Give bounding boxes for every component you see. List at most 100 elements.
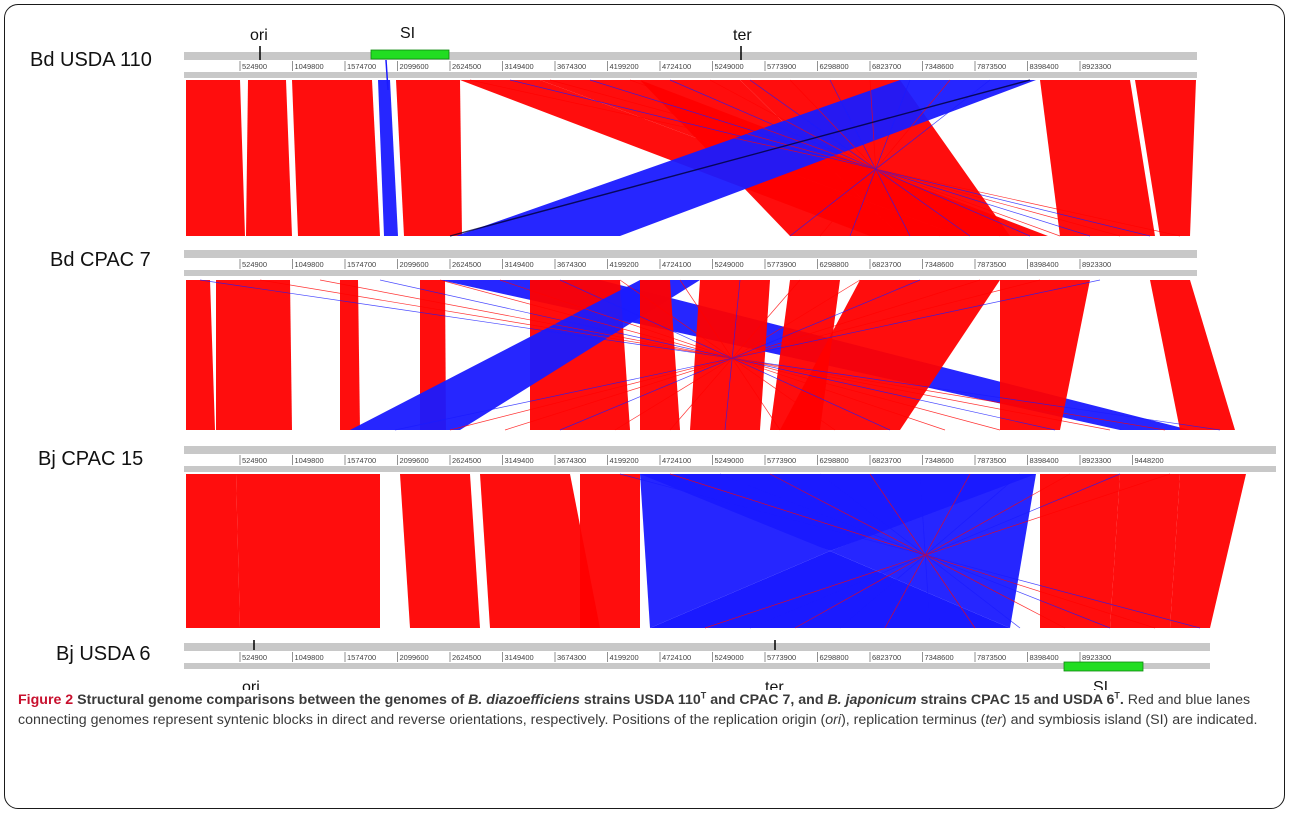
link-p3-5 — [869, 473, 976, 629]
tick-label-1-9: 5249000 — [715, 62, 744, 71]
caption-ori: ori — [825, 712, 842, 728]
ori-marker-top-label: ori — [250, 27, 268, 44]
tick-label-4-2: 1574700 — [347, 653, 376, 662]
link-p2-2 — [319, 279, 1111, 431]
tick-label-3-0: 524900 — [242, 456, 267, 465]
tick-label-4-15: 8398400 — [1030, 653, 1059, 662]
link-p1-4 — [629, 79, 1061, 237]
tick-label-4-16: 8923300 — [1082, 653, 1111, 662]
band-p3-cross-bottom — [650, 551, 1010, 628]
band-p1-k — [1040, 80, 1155, 236]
tick-label-2-15: 8398400 — [1030, 260, 1059, 269]
caption-ter: ter — [985, 712, 1002, 728]
caption-body-3: ) and symbiosis island (SI) are indicate… — [1001, 712, 1258, 728]
caption-title-3: and CPAC 7, and — [706, 692, 828, 708]
tick-label-4-0: 524900 — [242, 653, 267, 662]
tick-label-1-0: 524900 — [242, 62, 267, 71]
caption-species-1: B. diazoefficiens — [468, 692, 580, 708]
si-marker-bottom-label: SI — [1093, 679, 1108, 690]
band-p3-a — [186, 474, 240, 628]
tick-label-4-14: 7873500 — [977, 653, 1006, 662]
link-p2-10 — [669, 279, 801, 431]
track-bar-lower-4 — [184, 663, 1210, 669]
tick-label-1-1: 1049800 — [295, 62, 324, 71]
tick-label-2-13: 7348600 — [925, 260, 954, 269]
band-p1-j — [456, 80, 1036, 236]
tick-label-1-7: 4199200 — [610, 62, 639, 71]
genome-track-1: 524900 1049800 1574700 2099600 2624500 314940… — [184, 52, 1197, 78]
tick-label-2-2: 1574700 — [347, 260, 376, 269]
caption-title-4: strains CPAC 15 and USDA 6 — [916, 692, 1115, 708]
tick-label-2-1: 1049800 — [295, 260, 324, 269]
genome-label-1: Bd USDA 110 — [30, 49, 152, 71]
tick-label-3-6: 3674300 — [557, 456, 586, 465]
tick-label-3-7: 4199200 — [610, 456, 639, 465]
link-p2-0 — [199, 279, 1221, 431]
track-bar-lower-1 — [184, 72, 1197, 78]
band-p1-b — [246, 80, 292, 236]
figure-caption: Figure 2 Structural genome comparisons b… — [18, 690, 1273, 730]
tick-label-1-11: 6298800 — [820, 62, 849, 71]
caption-species-2: B. japonicum — [827, 692, 917, 708]
caption-title-2: strains USDA 110 — [579, 692, 701, 708]
caption-sup-2: T — [1114, 690, 1120, 701]
link-p3-9 — [794, 473, 1071, 629]
tick-label-3-11: 6298800 — [820, 456, 849, 465]
tick-label-4-4: 2624500 — [452, 653, 481, 662]
link-p1-7 — [749, 79, 971, 237]
link-p3-7 — [884, 473, 971, 629]
link-p2-1 — [259, 279, 1166, 431]
band-p3-f — [580, 474, 640, 628]
band-p3-e — [480, 474, 600, 628]
tick-label-2-3: 2099600 — [400, 260, 429, 269]
tick-label-3-15: 8398400 — [1030, 456, 1059, 465]
tick-label-2-0: 524900 — [242, 260, 267, 269]
tick-label-3-10: 5773900 — [767, 456, 796, 465]
tick-label-1-10: 5773900 — [767, 62, 796, 71]
si-marker-top-label: SI — [400, 25, 415, 42]
link-p3-0 — [619, 473, 1201, 629]
tick-label-2-7: 4199200 — [610, 260, 639, 269]
tick-label-4-7: 4199200 — [610, 653, 639, 662]
link-p1-5 — [669, 79, 1031, 237]
link-p2-14 — [449, 279, 1041, 431]
link-p2-15 — [394, 279, 1101, 431]
band-p3-c — [300, 474, 380, 628]
tick-label-3-17: 9448200 — [1135, 456, 1164, 465]
band-p3-i — [1110, 474, 1180, 628]
band-p3-cross-top — [640, 474, 1036, 551]
link-p1-9 — [829, 79, 911, 237]
genome-tracks: 524900 1049800 1574700 2099600 2624500 314940… — [184, 46, 1276, 672]
band-p1-a — [186, 80, 245, 236]
si-bar-bottom — [1063, 661, 1144, 672]
link-p2-5 — [499, 279, 946, 431]
tick-label-2-16: 8923300 — [1082, 260, 1111, 269]
band-p2-c — [340, 280, 360, 430]
track-ruler-1 — [184, 61, 1197, 71]
band-p1-l — [1135, 80, 1196, 236]
tick-label-4-3: 2099600 — [400, 653, 429, 662]
tick-label-2-8: 4724100 — [662, 260, 691, 269]
tick-label-3-14: 7873500 — [977, 456, 1006, 465]
link-p1-2 — [549, 79, 1121, 237]
link-p1-6 — [709, 79, 1001, 237]
caption-title-1: Structural genome comparisons between th… — [77, 692, 469, 708]
tick-label-2-11: 6298800 — [820, 260, 849, 269]
synteny-diagram: Bd USDA 110 Bd CPAC 7 Bj CPAC 15 Bj USDA… — [30, 25, 1276, 690]
band-p2-g — [350, 280, 700, 430]
link-p3-1 — [669, 473, 1156, 629]
band-p2-k — [780, 280, 1000, 430]
link-p1-1 — [509, 79, 1151, 237]
track-bar-upper-4 — [184, 643, 1210, 651]
tick-label-1-6: 3674300 — [557, 62, 586, 71]
tick-label-2-6: 3674300 — [557, 260, 586, 269]
tick-label-4-8: 4724100 — [662, 653, 691, 662]
track-ruler-2 — [184, 259, 1197, 269]
tick-label-3-12: 6823700 — [872, 456, 901, 465]
tick-label-1-16: 8923300 — [1082, 62, 1111, 71]
link-p1-3 — [589, 79, 1091, 237]
band-p2-l — [1000, 280, 1090, 430]
ori-marker-bottom-label: ori — [242, 679, 260, 690]
band-p3-b — [236, 474, 300, 628]
genome-label-3: Bj CPAC 15 — [38, 448, 143, 470]
